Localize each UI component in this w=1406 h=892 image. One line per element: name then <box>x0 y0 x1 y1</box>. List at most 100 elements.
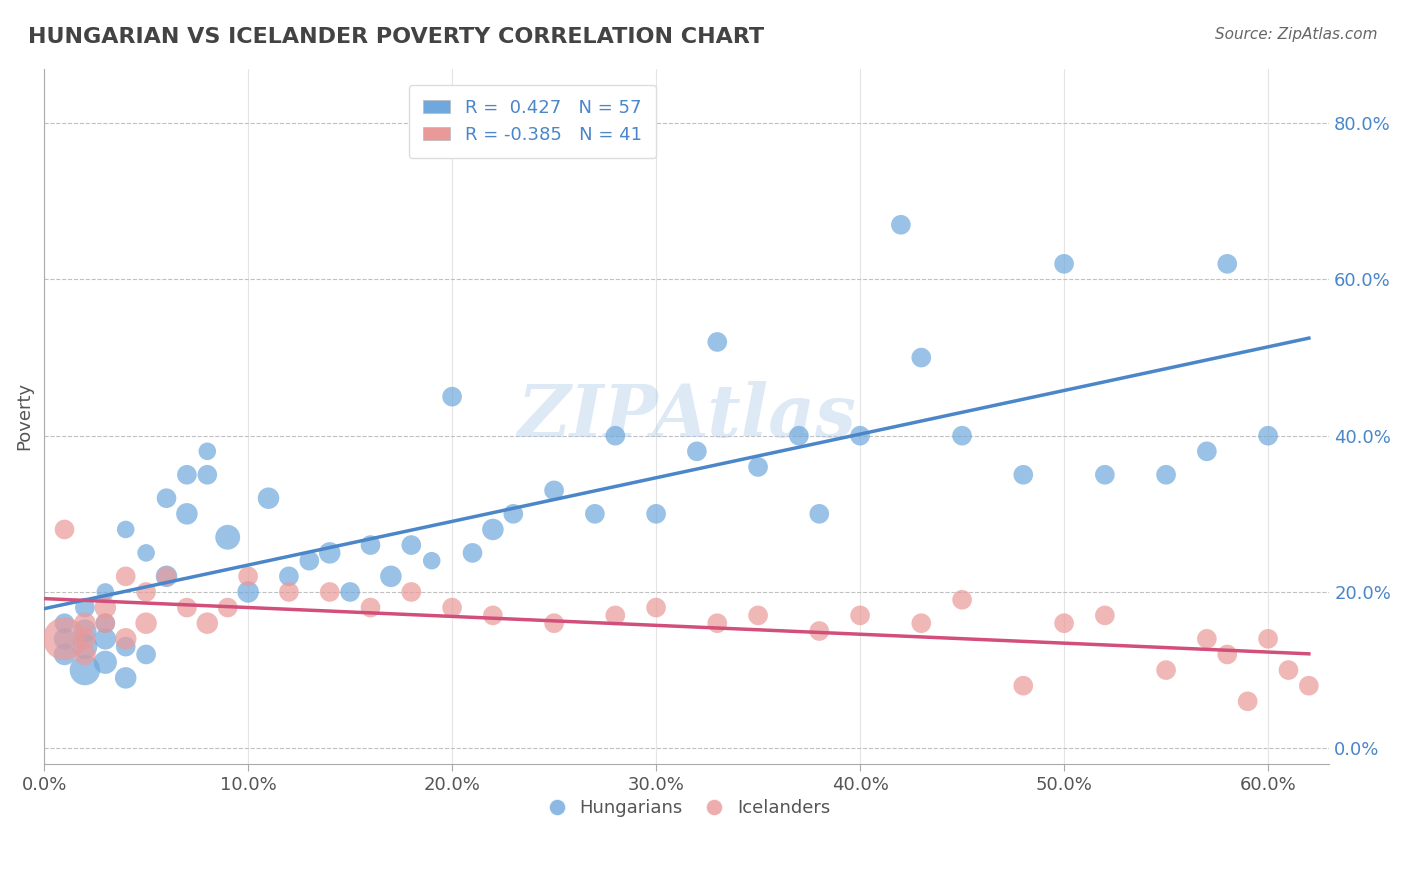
Point <box>217 600 239 615</box>
Point <box>53 616 76 631</box>
Point <box>236 569 259 583</box>
Point <box>849 428 872 442</box>
Point <box>401 538 423 552</box>
Point <box>1195 632 1218 646</box>
Point <box>176 507 198 521</box>
Y-axis label: Poverty: Poverty <box>15 382 32 450</box>
Point <box>461 546 484 560</box>
Point <box>217 530 239 544</box>
Point <box>94 655 117 669</box>
Point <box>195 616 218 631</box>
Point <box>135 546 157 560</box>
Point <box>502 507 524 521</box>
Point <box>73 648 96 662</box>
Point <box>94 600 117 615</box>
Point <box>808 624 831 638</box>
Point <box>849 608 872 623</box>
Point <box>1298 679 1320 693</box>
Point <box>94 585 117 599</box>
Point <box>73 663 96 677</box>
Point <box>890 218 912 232</box>
Point <box>706 616 728 631</box>
Text: Source: ZipAtlas.com: Source: ZipAtlas.com <box>1215 27 1378 42</box>
Point <box>195 444 218 458</box>
Point <box>380 569 402 583</box>
Point <box>401 585 423 599</box>
Point <box>1195 444 1218 458</box>
Point <box>73 600 96 615</box>
Point <box>277 585 299 599</box>
Point <box>482 523 505 537</box>
Point <box>318 546 340 560</box>
Point <box>298 554 321 568</box>
Point <box>1053 616 1076 631</box>
Point <box>53 632 76 646</box>
Point <box>747 608 769 623</box>
Text: ZIPAtlas: ZIPAtlas <box>517 381 856 451</box>
Point <box>645 600 668 615</box>
Point <box>73 640 96 654</box>
Point <box>686 444 709 458</box>
Point <box>1257 632 1279 646</box>
Point <box>543 483 565 498</box>
Point <box>53 523 76 537</box>
Point <box>176 467 198 482</box>
Point <box>94 616 117 631</box>
Text: HUNGARIAN VS ICELANDER POVERTY CORRELATION CHART: HUNGARIAN VS ICELANDER POVERTY CORRELATI… <box>28 27 765 46</box>
Point <box>195 467 218 482</box>
Point <box>950 592 973 607</box>
Point <box>645 507 668 521</box>
Point <box>910 351 932 365</box>
Point <box>318 585 340 599</box>
Point <box>1154 663 1177 677</box>
Point <box>257 491 280 506</box>
Point <box>155 569 177 583</box>
Point <box>1154 467 1177 482</box>
Point <box>73 632 96 646</box>
Point <box>1277 663 1299 677</box>
Point <box>1012 467 1035 482</box>
Point <box>73 624 96 638</box>
Point <box>155 491 177 506</box>
Point <box>1216 257 1239 271</box>
Point <box>360 538 382 552</box>
Point <box>543 616 565 631</box>
Point <box>605 428 627 442</box>
Point <box>94 616 117 631</box>
Point <box>135 585 157 599</box>
Point <box>605 608 627 623</box>
Point <box>1216 648 1239 662</box>
Point <box>910 616 932 631</box>
Point <box>420 554 443 568</box>
Point <box>1053 257 1076 271</box>
Point <box>441 390 464 404</box>
Point <box>1012 679 1035 693</box>
Point <box>94 632 117 646</box>
Point <box>277 569 299 583</box>
Point <box>747 459 769 474</box>
Point <box>808 507 831 521</box>
Point <box>583 507 606 521</box>
Legend: Hungarians, Icelanders: Hungarians, Icelanders <box>536 792 838 824</box>
Point <box>176 600 198 615</box>
Point <box>1094 467 1116 482</box>
Point <box>114 523 136 537</box>
Point <box>482 608 505 623</box>
Point <box>114 569 136 583</box>
Point <box>155 569 177 583</box>
Point <box>1257 428 1279 442</box>
Point <box>135 616 157 631</box>
Point <box>53 648 76 662</box>
Point <box>114 632 136 646</box>
Point <box>1094 608 1116 623</box>
Point <box>114 640 136 654</box>
Point <box>950 428 973 442</box>
Point <box>114 671 136 685</box>
Point <box>441 600 464 615</box>
Point <box>236 585 259 599</box>
Point <box>53 632 76 646</box>
Point <box>73 616 96 631</box>
Point <box>360 600 382 615</box>
Point <box>339 585 361 599</box>
Point <box>135 648 157 662</box>
